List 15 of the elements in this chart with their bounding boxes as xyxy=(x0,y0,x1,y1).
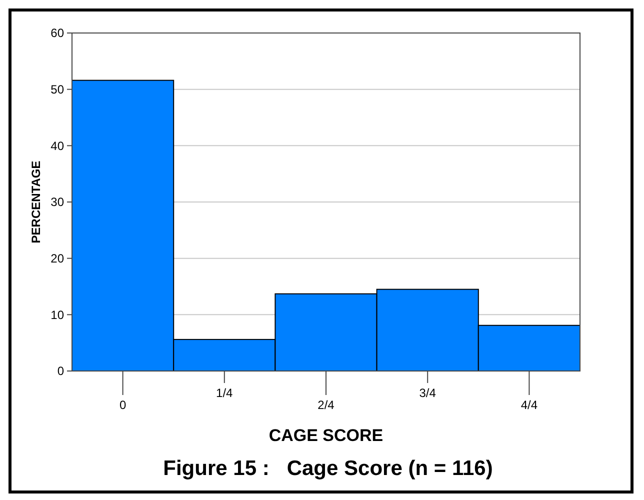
y-tick-label: 20 xyxy=(50,252,64,266)
y-axis-title: PERCENTAGE xyxy=(29,160,43,244)
text: Figure 15 : Cage Score (n = 116) xyxy=(163,457,493,480)
x-tick-label: 0 xyxy=(119,398,126,412)
x-tick-label: 1/4 xyxy=(216,386,234,400)
x-axis-title: CAGE SCORE xyxy=(268,426,384,445)
y-tick-label: 0 xyxy=(57,364,64,378)
y-tick-label: 10 xyxy=(50,308,64,322)
y-tick-label: 60 xyxy=(50,26,64,40)
y-tick-label: 40 xyxy=(50,138,64,153)
x-tick-label: 2/4 xyxy=(318,398,335,412)
y-tick-label: 50 xyxy=(50,82,64,97)
x-tick-label: 4/4 xyxy=(520,398,538,412)
x-tick-label: 3/4 xyxy=(419,386,436,400)
y-tick-label: 30 xyxy=(50,195,64,210)
